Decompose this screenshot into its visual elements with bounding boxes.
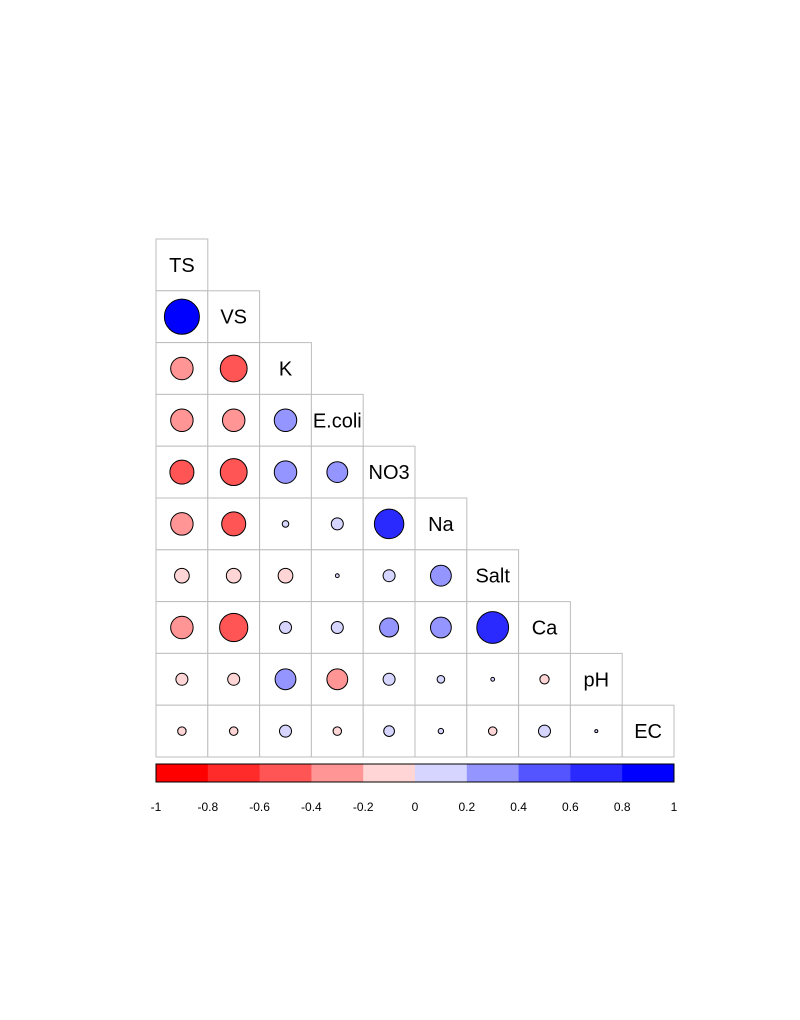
colorbar-tick-label: -0.8 <box>197 800 218 814</box>
variable-label-ec: EC <box>634 721 662 743</box>
corr-dot-salt-no3 <box>382 569 396 583</box>
corr-dot-k-ts <box>170 356 194 381</box>
variable-label-ts: TS <box>169 255 195 277</box>
corr-dot-no3-ts <box>169 459 195 485</box>
corr-dot-ph-k <box>274 668 297 691</box>
corr-dot-k-vs <box>219 354 248 383</box>
corr-dot-ec-ca <box>537 724 552 738</box>
corr-dot-ca-e-coli <box>330 620 344 635</box>
corr-dot-ph-salt <box>490 676 496 682</box>
corr-dot-na-e-coli <box>330 517 344 531</box>
colorbar-tick-label: 0.6 <box>562 800 579 814</box>
corr-dot-salt-ts <box>174 567 190 584</box>
corr-dot-ec-ts <box>177 726 187 736</box>
colorbar-tick-label: -0.6 <box>249 800 270 814</box>
corr-dot-ca-salt <box>476 611 510 644</box>
cell-na-na <box>414 497 468 551</box>
colorbar-swatch <box>622 764 675 782</box>
corr-dot-ec-ph <box>594 729 599 734</box>
corr-dot-ec-salt <box>487 726 498 736</box>
colorbar-swatch <box>570 764 623 782</box>
cell-k-k <box>259 342 312 395</box>
corr-dot-e-coli-k <box>273 408 298 433</box>
colorbar-tick-label: 0 <box>412 800 419 814</box>
corr-dot-salt-na <box>429 564 452 587</box>
colorbar-tick-label: -0.4 <box>301 800 322 814</box>
variable-label-na: Na <box>428 514 454 536</box>
corr-dot-ca-na <box>429 616 452 639</box>
variable-label-ca: Ca <box>532 618 558 640</box>
corr-dot-na-vs <box>221 511 247 537</box>
corr-dot-salt-e-coli <box>334 573 340 579</box>
variable-label-salt: Salt <box>475 566 510 588</box>
variable-label-no3: NO3 <box>369 462 410 484</box>
colorbar-frame <box>155 763 675 783</box>
corr-dot-vs-ts <box>163 298 200 335</box>
colorbar-swatch <box>311 764 364 782</box>
corr-dot-na-k <box>281 520 290 528</box>
corr-dot-ec-no3 <box>383 725 395 737</box>
corr-dot-ph-no3 <box>382 672 396 686</box>
corr-dot-no3-vs <box>219 458 248 487</box>
corr-dot-ca-vs <box>219 612 249 643</box>
corr-dot-no3-k <box>273 460 298 484</box>
variable-label-ph: pH <box>584 669 610 691</box>
corr-dot-ph-e-coli <box>326 668 349 691</box>
colorbar-swatch <box>363 764 416 782</box>
colorbar-tick-label: -1 <box>151 800 162 814</box>
colorbar-swatch <box>207 764 261 782</box>
matrix-cells <box>155 238 675 758</box>
colorbar <box>155 763 675 783</box>
colorbar-ticks: -1 -0.8 -0.6 -0.4 -0.2 0 0.2 0.4 0.6 0.8 1 <box>151 800 678 814</box>
corr-dot-ca-k <box>278 620 293 635</box>
corr-dot-ph-vs <box>227 672 241 686</box>
corr-dot-ph-na <box>436 675 446 684</box>
corr-dot-ca-ts <box>170 615 194 640</box>
corr-dot-ph-ca <box>539 674 550 685</box>
corr-dot-e-coli-ts <box>170 408 194 433</box>
cell-salt-ts <box>155 549 209 603</box>
cell-ph-k <box>259 652 312 706</box>
colorbar-tick-label: 0.4 <box>510 800 527 814</box>
cell-vs-vs <box>207 290 261 344</box>
corr-dot-no3-e-coli <box>326 461 349 484</box>
colorbar-swatch <box>259 764 312 782</box>
corr-dot-ec-na <box>437 727 445 735</box>
corr-dot-ph-ts <box>175 672 189 686</box>
colorbar-tick-label: 1 <box>671 800 678 814</box>
corr-dot-ec-vs <box>228 726 239 736</box>
cell-no3-e-coli <box>310 445 364 499</box>
cell-ca-ca <box>518 601 571 654</box>
cell-ts-ts <box>155 238 209 292</box>
cell-e-coli-e-coli <box>310 393 364 447</box>
cell-ph-ph <box>569 652 623 706</box>
variable-label-e-coli: E.coli <box>313 410 362 432</box>
corr-dot-na-no3 <box>373 508 405 540</box>
corr-dot-ec-e-coli <box>332 726 343 736</box>
colorbar-tick-label: 0.2 <box>458 800 475 814</box>
corr-dot-e-coli-vs <box>221 408 246 433</box>
variable-label-k: K <box>279 359 293 381</box>
cell-e-coli-vs <box>207 393 261 447</box>
colorbar-swatch <box>518 764 571 782</box>
variable-labels: TS VS K E.coli NO3 Na Salt Ca pH EC <box>169 255 662 743</box>
cell-ec-ec <box>621 704 675 758</box>
colorbar-swatch <box>415 764 468 782</box>
variable-label-vs: VS <box>220 307 247 329</box>
corr-dot-salt-vs <box>225 567 242 584</box>
colorbar-swatch <box>466 764 520 782</box>
corr-dot-ca-no3 <box>379 617 400 638</box>
correlation-dots <box>163 298 599 738</box>
colorbar-tick-label: -0.2 <box>353 800 374 814</box>
corr-dot-na-ts <box>170 512 194 536</box>
cell-salt-salt <box>466 549 520 603</box>
corr-dot-salt-k <box>277 567 294 584</box>
colorbar-swatch <box>156 764 209 782</box>
colorbar-tick-label: 0.8 <box>614 800 631 814</box>
corr-dot-ec-k <box>278 724 293 738</box>
